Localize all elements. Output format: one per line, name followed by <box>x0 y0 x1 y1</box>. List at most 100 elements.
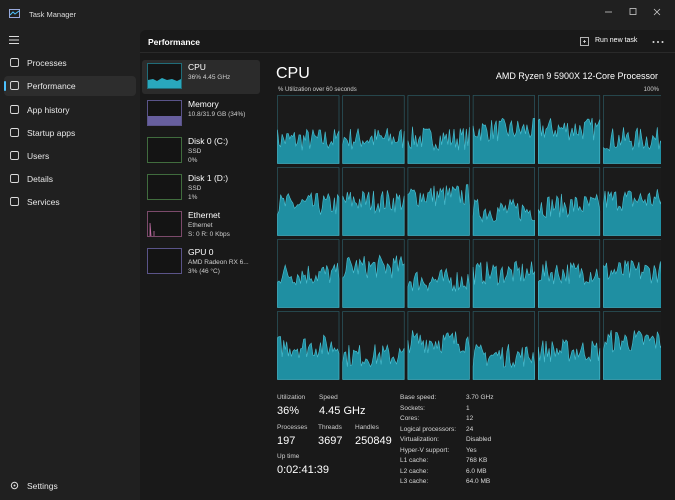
device-detail: 3% (46 °C) <box>188 268 220 275</box>
menu-button[interactable] <box>9 36 19 44</box>
nav-icon <box>10 81 19 90</box>
spec-value: 64.0 MB <box>466 478 491 485</box>
core-graph-area <box>537 193 601 236</box>
core-graph-area <box>342 254 405 308</box>
core-graph-area <box>603 260 661 308</box>
thumb-area <box>148 78 181 88</box>
core-graph-area <box>472 117 535 164</box>
core-graph-area <box>537 117 601 164</box>
spec-label: Logical processors: <box>400 425 456 433</box>
detail-title: CPU <box>276 65 310 82</box>
device-name: CPU <box>188 62 206 72</box>
thumb-border <box>147 174 182 200</box>
thumb-area <box>149 222 155 237</box>
nav-label: App history <box>27 105 70 115</box>
nav-item[interactable]: App history <box>4 100 136 120</box>
device-item[interactable]: CPU 36% 4.45 GHz <box>142 60 260 94</box>
stat-label: Up time <box>277 453 300 460</box>
run-label: Run new task <box>595 37 638 44</box>
device-item[interactable]: GPU 0 AMD Radeon RX 6... 3% (46 °C) <box>142 245 260 279</box>
core-graph-area <box>342 190 405 236</box>
window-controls[interactable] <box>600 5 670 19</box>
stat-label: Utilization <box>277 394 306 401</box>
graph-max: 100% <box>643 87 659 93</box>
nav-item[interactable]: Performance <box>4 76 136 96</box>
settings-icon <box>10 481 19 490</box>
settings-item[interactable]: Settings <box>4 476 136 496</box>
nav-item[interactable]: Users <box>4 146 136 166</box>
window-title: Task Manager <box>29 10 77 19</box>
spec-value: 24 <box>466 425 474 433</box>
run-icon <box>580 37 589 46</box>
nav-label: Processes <box>27 58 67 68</box>
graph-label: % Utilization over 60 seconds <box>278 87 357 93</box>
stat-value: 250849 <box>355 435 392 447</box>
core-graph-area <box>603 330 661 380</box>
nav-item[interactable]: Details <box>4 169 136 189</box>
device-detail: AMD Radeon RX 6... <box>188 259 249 266</box>
device-item[interactable]: Disk 0 (C:) SSD 0% <box>142 134 260 168</box>
nav-label: Performance <box>27 81 76 91</box>
app-icon <box>9 9 20 18</box>
device-thumbnail <box>147 211 182 237</box>
spec-label: L2 cache: <box>400 467 429 475</box>
nav-item[interactable]: Startup apps <box>4 123 136 143</box>
more-button[interactable] <box>652 40 664 44</box>
spec-value: 12 <box>466 415 474 422</box>
device-name: GPU 0 <box>188 247 214 257</box>
core-graph-area <box>407 330 470 380</box>
stat-value: 4.45 GHz <box>319 405 366 417</box>
spec-label: Sockets: <box>400 404 425 412</box>
device-item[interactable]: Disk 1 (D:) SSD 1% <box>142 171 260 205</box>
cpu-core-graphs <box>277 95 661 380</box>
device-detail: S: 0 R: 0 Kbps <box>188 231 230 238</box>
processor-name: AMD Ryzen 9 5900X 12-Core Processor <box>495 71 658 81</box>
icon-shape <box>10 81 19 90</box>
nav-icon <box>10 105 19 114</box>
spec-label: Cores: <box>400 415 420 422</box>
spec-label: Base speed: <box>400 394 437 401</box>
icon-shape <box>10 151 19 160</box>
core-graph-area <box>342 128 405 164</box>
device-item[interactable]: Memory 10.8/31.9 GB (34%) <box>142 97 260 131</box>
device-thumbnail <box>147 174 182 200</box>
core-graph-area <box>342 343 405 380</box>
device-thumbnail <box>147 137 182 163</box>
core-graph-area <box>603 189 661 236</box>
core-graph-area <box>277 334 340 380</box>
stat-label: Processes <box>277 424 308 431</box>
device-name: Memory <box>188 99 219 109</box>
core-graph-area <box>537 260 601 308</box>
spec-label: Virtualization: <box>400 436 439 443</box>
device-detail: 10.8/31.9 GB (34%) <box>188 111 246 118</box>
icon-shape <box>10 174 19 183</box>
device-detail: 36% 4.45 GHz <box>188 74 231 81</box>
icon-shape <box>10 58 19 67</box>
spec-value: 768 KB <box>466 457 488 464</box>
nav-icon <box>10 58 19 67</box>
close[interactable] <box>653 8 661 16</box>
maximize[interactable] <box>629 8 637 15</box>
core-graph-area <box>603 127 661 164</box>
device-detail: SSD <box>188 148 202 155</box>
core-graph-area <box>277 128 340 164</box>
nav-icon <box>10 151 19 160</box>
nav-label: Services <box>27 197 60 207</box>
core-graph-area <box>472 343 535 380</box>
stat-value: 0:02:41:39 <box>277 464 329 476</box>
nav-item[interactable]: Services <box>4 192 136 212</box>
device-detail: 0% <box>188 157 198 164</box>
stat-value: 197 <box>277 435 296 447</box>
core-graph-area <box>277 262 340 308</box>
device-name: Disk 1 (D:) <box>188 173 229 183</box>
spec-label: Hyper-V support: <box>400 446 450 454</box>
core-graph-area <box>472 198 535 236</box>
thumb-border <box>147 248 182 274</box>
thumb-area <box>148 116 181 125</box>
device-name: Ethernet <box>188 210 221 220</box>
spec-value: Yes <box>466 446 477 454</box>
stat-label: Threads <box>318 424 342 431</box>
nav-item[interactable]: Processes <box>4 53 136 73</box>
device-item[interactable]: Ethernet Ethernet S: 0 R: 0 Kbps <box>142 208 260 242</box>
